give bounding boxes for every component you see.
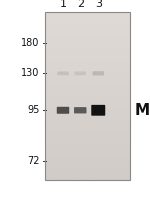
- FancyBboxPatch shape: [57, 71, 69, 75]
- Text: 130: 130: [21, 68, 40, 78]
- Bar: [45, 12, 130, 180]
- FancyBboxPatch shape: [57, 107, 69, 114]
- FancyBboxPatch shape: [91, 105, 105, 116]
- Text: MDM: MDM: [134, 103, 150, 118]
- FancyBboxPatch shape: [75, 71, 86, 75]
- Text: 95: 95: [27, 105, 40, 115]
- FancyBboxPatch shape: [74, 107, 87, 113]
- Text: 1: 1: [60, 0, 66, 9]
- Text: 180: 180: [21, 38, 40, 48]
- Text: 72: 72: [27, 156, 40, 166]
- Text: 3: 3: [95, 0, 102, 9]
- Text: 2: 2: [77, 0, 84, 9]
- FancyBboxPatch shape: [93, 71, 104, 75]
